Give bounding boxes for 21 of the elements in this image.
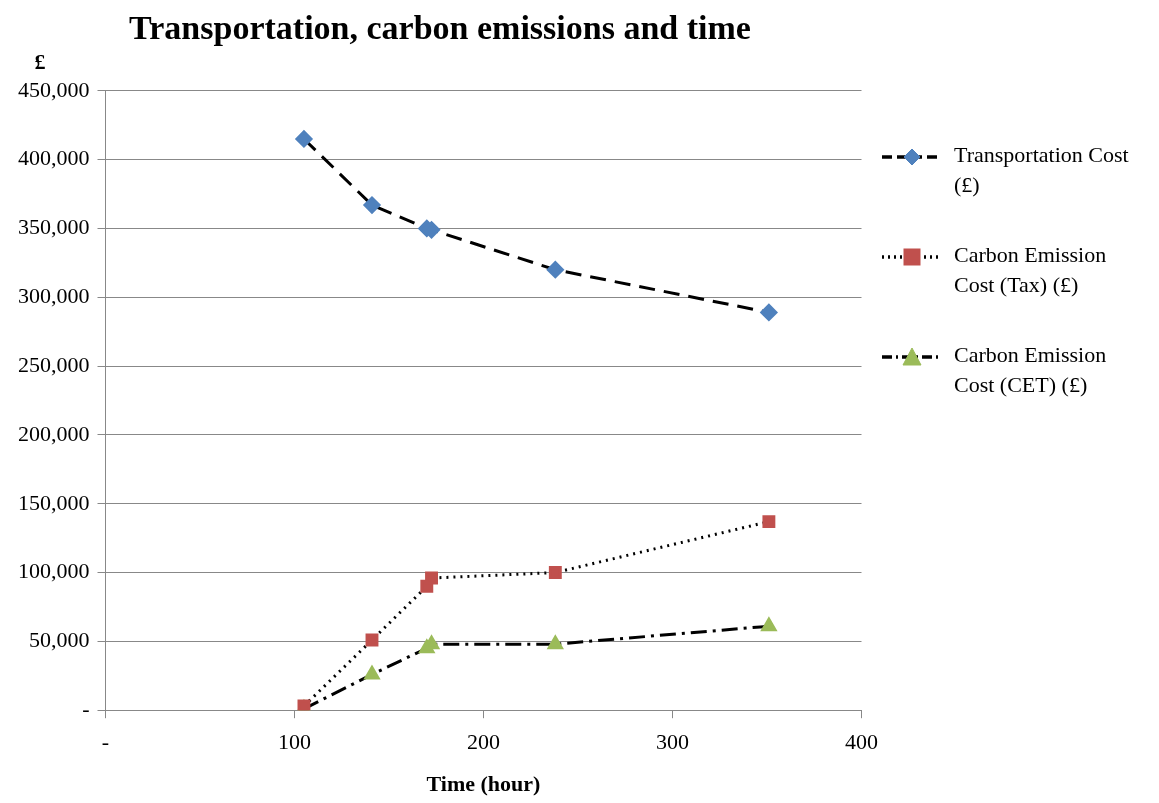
- y-tick-label: 450,000: [18, 76, 90, 102]
- y-tick-label: 150,000: [18, 489, 90, 515]
- x-axis-title: Time (hour): [426, 771, 541, 797]
- x-tick-label: 200: [467, 729, 500, 755]
- y-tick-label: 100,000: [18, 558, 90, 584]
- y-tick-label: 350,000: [18, 214, 90, 240]
- y-tick-label: 250,000: [18, 351, 90, 377]
- y-tick-label: 400,000: [18, 145, 90, 171]
- y-tick-label: -: [82, 695, 90, 721]
- y-tick-label: 300,000: [18, 283, 90, 309]
- y-axis-title: £: [34, 48, 46, 74]
- legend-label: Transportation Cost (£): [954, 141, 1130, 199]
- x-tick-label: -: [101, 729, 110, 755]
- legend-label: Carbon Emission Cost (CET) (£): [954, 341, 1108, 399]
- x-tick-label: 300: [656, 729, 689, 755]
- x-tick-label: 100: [278, 729, 311, 755]
- y-tick-label: 200,000: [18, 420, 90, 446]
- legend-label: Carbon Emission Cost (Tax) (£): [954, 241, 1108, 299]
- y-tick-label: 50,000: [29, 627, 90, 653]
- chart-title: Transportation, carbon emissions and time: [129, 9, 751, 47]
- x-tick-label: 400: [845, 729, 878, 755]
